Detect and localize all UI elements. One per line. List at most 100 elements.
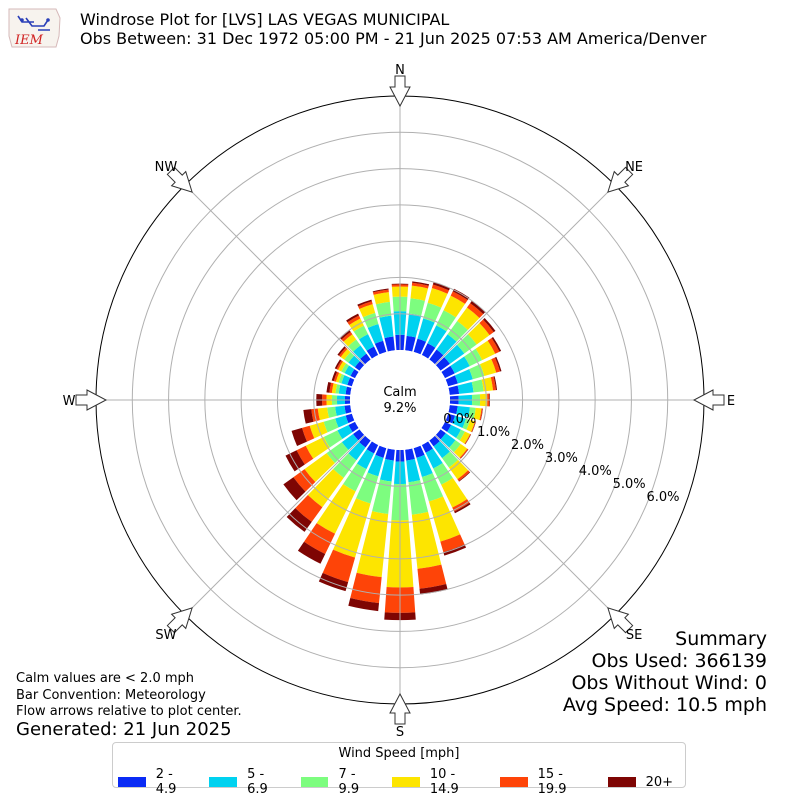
windrose-bar-segment (487, 337, 500, 354)
windrose-bar-segment (427, 288, 448, 308)
windrose-bar-segment (343, 334, 357, 347)
calm-label: Calm (383, 385, 416, 400)
windrose-bar-segment (448, 405, 458, 415)
direction-label: SW (155, 628, 176, 643)
windrose-bar-segment (471, 379, 484, 393)
chart-title: Windrose Plot for [LVS] LAS VEGAS MUNICI… (80, 10, 450, 29)
windrose-bar-segment (283, 477, 306, 501)
windrose-bar-segment (344, 405, 352, 414)
windrose-bar-segment (459, 431, 471, 444)
windrose-bar-segment (345, 386, 352, 395)
windrose-bar-segment (436, 334, 457, 356)
summary-obs-used: Obs Used: 366139 (591, 650, 767, 672)
windrose-bar-segment (480, 359, 497, 376)
windrose-bar-segment (406, 459, 421, 483)
legend-item: 2 - 4.9 (118, 767, 197, 797)
windrose-bar-segment (307, 468, 344, 508)
radial-tick-label: 6.0% (646, 490, 679, 505)
svg-text:IEM: IEM (14, 33, 44, 48)
windrose-bar-segment (408, 480, 429, 515)
windrose-bar-segment (341, 363, 349, 374)
windrose-bar-segment (333, 498, 371, 558)
windrose-bar-segment (356, 511, 389, 578)
windrose-bar-segment (346, 313, 359, 323)
windrose-bar-segment (353, 429, 365, 441)
direction-label: SE (626, 628, 642, 643)
windrose-bar-segment (411, 511, 442, 569)
windrose-bar-segment (448, 385, 460, 395)
legend-label: 7 - 9.9 (338, 767, 360, 797)
windrose-bar-segment (470, 300, 486, 315)
windrose-bar-segment (327, 406, 337, 418)
windrose-bar-segment (341, 331, 353, 342)
windrose-bar-segment (335, 415, 349, 428)
legend-item: 7 - 9.9 (300, 767, 380, 797)
windrose-bar-segment (468, 407, 476, 419)
windrose-bar-segment (433, 441, 450, 459)
windrose-bar-segment (490, 376, 496, 391)
windrose-bar-segment (341, 433, 359, 450)
windrose-bar-segment (362, 312, 379, 328)
windrose-bar-segment (323, 430, 343, 448)
windrose-bar-segment (293, 469, 316, 492)
legend-swatch (499, 777, 528, 787)
windrose-bar-segment (450, 291, 468, 304)
grid-spoke (184, 435, 365, 616)
windrose-bar-segment (441, 365, 455, 379)
summary-title: Summary (675, 628, 767, 650)
windrose-bar-segment (467, 323, 490, 345)
windrose-bar-segment (367, 323, 384, 344)
windrose-bar-segment (366, 346, 379, 359)
windrose-bar-segment (466, 419, 475, 432)
windrose-bar-segment (459, 448, 469, 459)
windrose-bar-segment (493, 376, 498, 391)
bar-convention-note: Bar Convention: Meteorology (16, 688, 206, 703)
windrose-bar-segment (465, 434, 472, 445)
windrose-bar-segment (447, 320, 468, 342)
windrose-bar-segment (354, 361, 365, 371)
windrose-bar-segment (425, 448, 443, 469)
windrose-bar-segment (429, 349, 444, 365)
radial-tick-label: 1.0% (477, 425, 510, 440)
windrose-bar-segment (344, 365, 355, 376)
legend-items: 2 - 4.9 5 - 6.9 7 - 9.9 10 - 14.9 15 - 19.9 2… (118, 767, 685, 797)
direction-label: S (396, 725, 404, 740)
windrose-bar-segment (333, 371, 340, 382)
windrose-bar-segment (323, 418, 339, 433)
windrose-bar-segment (338, 373, 345, 384)
windrose-bar-segment (379, 315, 394, 339)
direction-label: N (395, 63, 405, 78)
windrose-bar-segment (305, 437, 330, 459)
windrose-bar-segment (441, 478, 468, 508)
windrose-bar-segment (336, 360, 343, 370)
legend-label: 2 - 4.9 (155, 767, 177, 797)
windrose-bar-segment (479, 319, 494, 336)
windrose-bar-segment (360, 353, 371, 365)
windrose-bar-segment (385, 448, 395, 461)
legend-label: 15 - 19.9 (537, 767, 567, 797)
windrose-bar-segment (479, 408, 483, 421)
windrose-bar-segment (302, 425, 315, 442)
legend-swatch (300, 777, 329, 787)
windrose-bar-segment (335, 372, 342, 383)
windrose-bar-segment (457, 470, 470, 482)
windrose-bar-segment (286, 508, 312, 532)
windrose-bar-segment (456, 429, 465, 441)
legend-label: 20+ (645, 774, 673, 790)
flow-arrow (389, 75, 411, 108)
windrose-bar-segment (458, 471, 471, 482)
windrose-bar-segment (491, 336, 502, 352)
windrose-bar-segment (423, 302, 442, 323)
legend: Wind Speed [mph] 2 - 4.9 5 - 6.9 7 - 9.9 10… (112, 742, 686, 797)
windrose-bar-segment (483, 317, 496, 333)
flow-arrows-note: Flow arrows relative to plot center. (16, 704, 242, 719)
windrose-bar-segment (442, 451, 459, 468)
windrose-bar-segment (431, 284, 450, 294)
windrose-bar-segment (419, 583, 448, 595)
windrose-bar-segment (358, 301, 373, 309)
windrose-bar-segment (417, 318, 435, 342)
windrose-bar-segment (427, 325, 447, 348)
windrose-bar-segment (462, 418, 471, 430)
windrose-bar-segment (460, 449, 469, 459)
windrose-bar-segment (464, 434, 471, 445)
